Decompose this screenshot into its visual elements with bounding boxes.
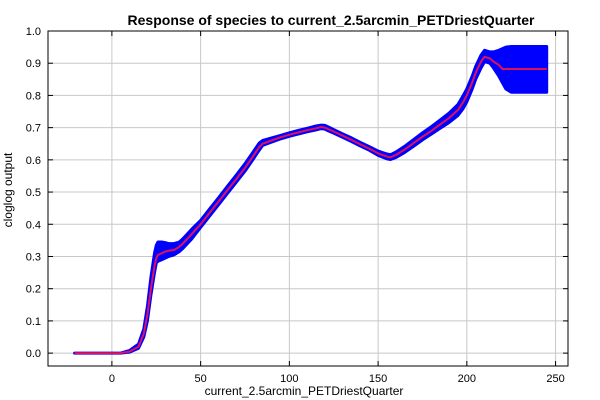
x-tick-label: 200	[458, 373, 476, 385]
y-tick-label: 0.0	[26, 348, 41, 360]
y-tick-label: 0.4	[26, 219, 41, 231]
y-tick-label: 0.9	[26, 58, 41, 70]
mean-response-line	[74, 55, 547, 355]
y-tick-label: 0.1	[26, 316, 41, 328]
mean-line	[74, 55, 547, 355]
y-tick-label: 0.6	[26, 155, 41, 167]
plot-border	[47, 30, 569, 367]
y-tick-label: 0.2	[26, 284, 41, 296]
x-tick-label: 150	[369, 373, 387, 385]
y-tick-label: 1.0	[26, 26, 41, 38]
x-tick-label: 250	[546, 373, 564, 385]
chart-title: Response of species to current_2.5arcmin…	[128, 12, 535, 28]
x-axis-label: current_2.5arcmin_PETDriestQuarter	[205, 384, 404, 398]
x-tick-labels: 0 50 100 150 200 250	[109, 373, 565, 385]
x-tick-label: 0	[109, 373, 115, 385]
y-axis-label: cloglog output	[1, 152, 15, 227]
y-tick-labels: 0.0 0.1 0.2 0.3 0.4 0.5 0.6 0.7 0.8 0.9 1.0	[26, 26, 41, 360]
x-tick-label: 50	[195, 373, 207, 385]
y-tick-label: 0.3	[26, 251, 41, 263]
y-tick-label: 0.8	[26, 90, 41, 102]
x-tick-label: 100	[280, 373, 298, 385]
plot-frame	[47, 30, 569, 367]
tick-marks	[48, 30, 568, 366]
y-tick-label: 0.5	[26, 187, 41, 199]
y-tick-label: 0.7	[26, 123, 41, 135]
